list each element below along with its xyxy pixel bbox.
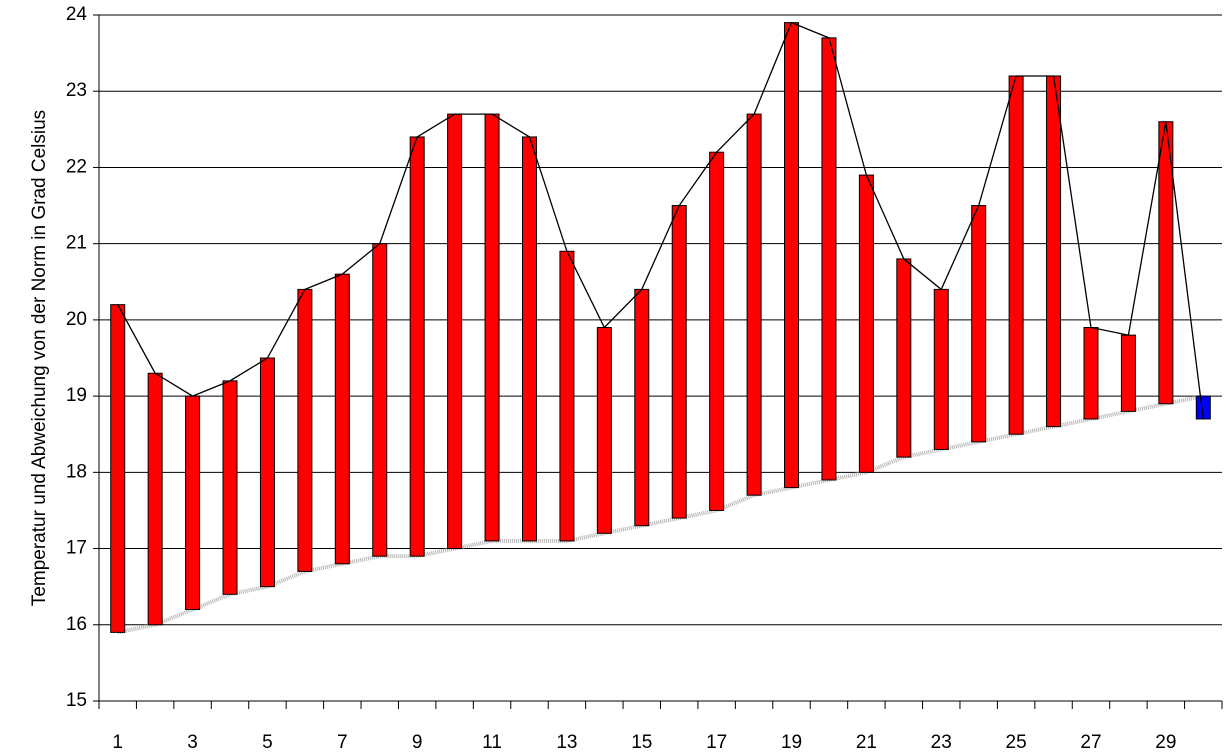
x-tick-label: 1: [112, 732, 123, 753]
x-tick-label: 27: [1080, 732, 1101, 753]
bar: [1046, 75, 1062, 428]
bar: [372, 243, 388, 557]
y-tick-label: 20: [66, 309, 87, 330]
x-tick-label: 21: [856, 732, 877, 753]
bar: [784, 22, 800, 489]
bar: [709, 151, 725, 511]
bar: [334, 273, 350, 565]
bar: [521, 136, 537, 542]
y-tick-label: 23: [66, 80, 87, 101]
bar: [110, 304, 126, 633]
norm-line: [117, 394, 1204, 635]
bar: [933, 288, 949, 450]
temperature-line: [117, 21, 1204, 420]
bar: [185, 395, 201, 611]
x-tick-label: 13: [556, 732, 577, 753]
bar: [147, 372, 163, 626]
bar: [1083, 327, 1099, 420]
y-tick-label: 22: [66, 156, 87, 177]
bar: [858, 174, 874, 473]
y-axis-label: Temperatur und Abweichung von der Norm i…: [29, 110, 50, 606]
bar: [971, 205, 987, 443]
bar: [1120, 334, 1136, 412]
x-tick-label: 9: [412, 732, 423, 753]
bar: [222, 380, 238, 595]
bar: [409, 136, 425, 557]
x-tick-label: 17: [706, 732, 727, 753]
x-tick-label: 19: [781, 732, 802, 753]
x-tick-label: 23: [931, 732, 952, 753]
bar: [447, 113, 463, 550]
bar: [671, 205, 687, 519]
x-tick-label: 11: [482, 732, 502, 753]
bar: [821, 37, 837, 481]
x-tick-label: 5: [262, 732, 273, 753]
y-tick-label: 24: [66, 4, 88, 25]
y-tick-label: 17: [66, 538, 87, 559]
x-tick-label: 15: [631, 732, 652, 753]
y-tick-label: 21: [66, 233, 87, 254]
x-tick-label: 7: [337, 732, 348, 753]
bar: [596, 327, 612, 534]
x-tick-label: 3: [187, 732, 198, 753]
y-tick-label: 16: [66, 614, 87, 635]
x-tick-label: 29: [1155, 732, 1176, 753]
y-tick-label: 19: [66, 385, 87, 406]
bar: [484, 113, 500, 542]
bar: [746, 113, 762, 496]
bar: [259, 357, 275, 588]
bar: [297, 288, 313, 572]
x-tick-label: 25: [1006, 732, 1027, 753]
bar: [634, 288, 650, 527]
y-tick-label: 18: [66, 461, 87, 482]
bar: [559, 250, 575, 542]
bar: [1008, 75, 1024, 435]
y-tick-label: 15: [66, 690, 87, 711]
bar: [896, 258, 912, 458]
